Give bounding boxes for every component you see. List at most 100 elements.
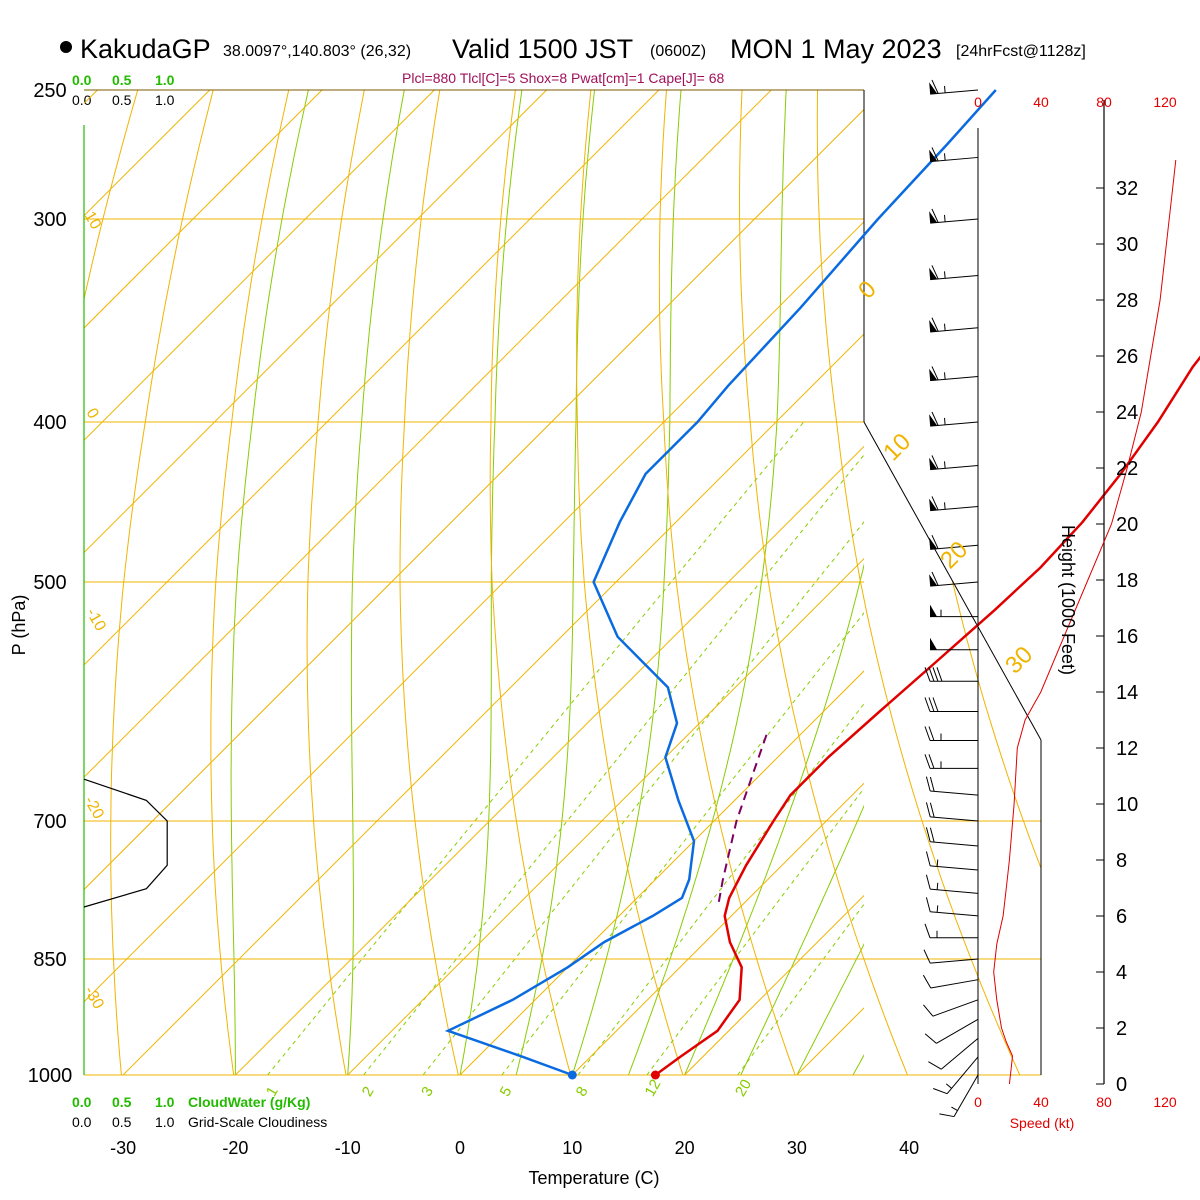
dewpoint-line <box>444 89 997 1077</box>
cloud-tick: 0.5 <box>112 1094 132 1110</box>
moist-adiabat-line <box>740 804 864 1075</box>
temperature-tick-label: -30 <box>110 1138 136 1158</box>
wind-barb <box>946 1056 979 1095</box>
frame-diagonal <box>863 421 1042 741</box>
speed-tick-label-bottom: 120 <box>1153 1094 1177 1110</box>
wind-barb-half-feather <box>944 153 946 161</box>
speed-tick-label-bottom: 80 <box>1096 1094 1112 1110</box>
height-tick-label: 32 <box>1116 178 1138 200</box>
dry-adiabat-label: 0 <box>83 406 102 422</box>
cloudiness-tick: 0.0 <box>72 92 92 108</box>
wind-barb-feather <box>924 923 931 938</box>
speed-tick-label-bottom: 0 <box>974 1094 982 1110</box>
dry-adiabat-line <box>968 90 1041 1075</box>
wind-barb <box>930 888 979 894</box>
speed-tick-label-top: 80 <box>1096 94 1112 110</box>
cloudiness-label: Grid-Scale Cloudiness <box>188 1114 327 1130</box>
wind-barb-feather <box>933 1088 948 1095</box>
wind-barb <box>930 89 979 95</box>
height-tick-label: 26 <box>1116 346 1138 368</box>
cloudiness-tick: 1.0 <box>155 1114 175 1130</box>
mixing-ratio-line <box>422 521 864 1075</box>
forecast-date: MON 1 May 2023 <box>730 34 942 64</box>
wind-barb-flag <box>929 537 938 550</box>
wind-barb-flag <box>929 457 938 470</box>
moist-adiabat-line <box>852 1054 864 1075</box>
height-axis-title: Height (1000 Feet) <box>1058 525 1078 675</box>
wind-barb-feather <box>931 317 939 332</box>
dry-adiabat-label: 30 <box>1000 641 1038 679</box>
isotherm-line <box>684 894 864 1075</box>
cloudiness-profile <box>83 778 168 908</box>
speed-tick-label-top: 0 <box>974 94 982 110</box>
cloud-legend-bottom: 0.0 0.5 1.0 CloudWater (g/Kg) 0.0 0.5 1.… <box>72 1094 327 1130</box>
forecast-run: [24hrFcst@1128z] <box>956 43 1086 60</box>
isotherm-line <box>459 670 864 1075</box>
wind-barb <box>930 790 979 796</box>
wind-barb-feather <box>932 697 939 712</box>
mixing-ratio-label: 2 <box>359 1084 378 1100</box>
valid-time: Valid 1500 JST <box>452 34 633 64</box>
dry-adiabat-line <box>110 90 214 1075</box>
temperature-tick-label: 0 <box>455 1138 465 1158</box>
height-tick-label: 20 <box>1116 514 1138 536</box>
wind-barb-half-feather <box>951 1106 958 1111</box>
wind-barb <box>940 1038 979 1070</box>
wind-barb-feather <box>925 827 931 842</box>
moist-adiabat-line <box>347 90 405 1075</box>
dry-adiabat-line <box>399 90 459 1075</box>
wind-barb <box>930 375 979 382</box>
isobars <box>84 89 1041 1076</box>
wind-barb-feather <box>925 874 931 890</box>
pressure-tick-label: 500 <box>33 572 66 594</box>
dry-adiabat-label: 20 <box>935 536 973 574</box>
sounding-profiles <box>444 89 1200 1080</box>
wind-barb-feather <box>929 802 935 818</box>
wind-barb-feather <box>931 366 939 381</box>
height-tick-label: 6 <box>1116 906 1127 928</box>
height-tick-label: 28 <box>1116 290 1138 312</box>
wind-barb <box>930 274 979 281</box>
wind-barb-flag <box>929 320 938 332</box>
wind-barb-feather <box>928 697 935 712</box>
mixing-ratio-line <box>646 787 864 1075</box>
wind-barb-feather <box>928 1061 942 1070</box>
speed-tick-label-top: 40 <box>1033 94 1049 110</box>
station-name: KakudaGP <box>80 34 211 64</box>
dry-adiabat-line <box>892 90 1041 1075</box>
temperature-tick-label: 40 <box>899 1138 919 1158</box>
wind-barb-feather <box>931 411 939 426</box>
wind-barb-half-feather <box>944 323 946 331</box>
dry-adiabat-line <box>210 90 290 1075</box>
temperature-tick-label: 10 <box>562 1138 582 1158</box>
wind-barb-half-feather <box>945 1083 952 1089</box>
wind-barb-flag <box>929 211 938 224</box>
wind-barb-feather <box>931 265 939 280</box>
isotherm-line <box>1022 90 1200 1075</box>
dry-adiabat-line <box>1195 90 1200 1075</box>
pressure-tick-label: 1000 <box>28 1065 73 1087</box>
pressure-tick-label: 850 <box>33 949 66 971</box>
mixing-ratio-label: 8 <box>573 1084 592 1100</box>
wind-barb <box>932 999 979 1017</box>
pressure-tick-label: 300 <box>33 209 66 231</box>
wind-barb <box>930 911 979 917</box>
y-axis-title: P (hPa) <box>9 595 29 656</box>
wind-barb-half-feather <box>936 882 939 890</box>
pressure-tick-label: 250 <box>33 80 66 102</box>
wind-barb-feather <box>931 208 939 223</box>
height-tick-label: 22 <box>1116 458 1138 480</box>
wind-barb-flag <box>929 498 938 511</box>
station-bullet-icon <box>60 41 72 53</box>
wind-speed-profile <box>977 100 1177 1085</box>
wind-barb-half-feather <box>944 417 946 425</box>
cloud-tick: 0.5 <box>112 72 132 88</box>
station-coords: 38.0097°,140.803° (26,32) <box>223 43 411 60</box>
mixing-ratio-label: 3 <box>418 1084 437 1100</box>
utc-time: (0600Z) <box>650 43 706 60</box>
mixing-ratio-label: 12 <box>641 1077 664 1100</box>
plot-frame <box>83 89 1042 1075</box>
temperature-line <box>654 355 1200 1077</box>
dry-adiabat-label: 0 <box>853 276 882 305</box>
wind-barb <box>930 979 979 989</box>
